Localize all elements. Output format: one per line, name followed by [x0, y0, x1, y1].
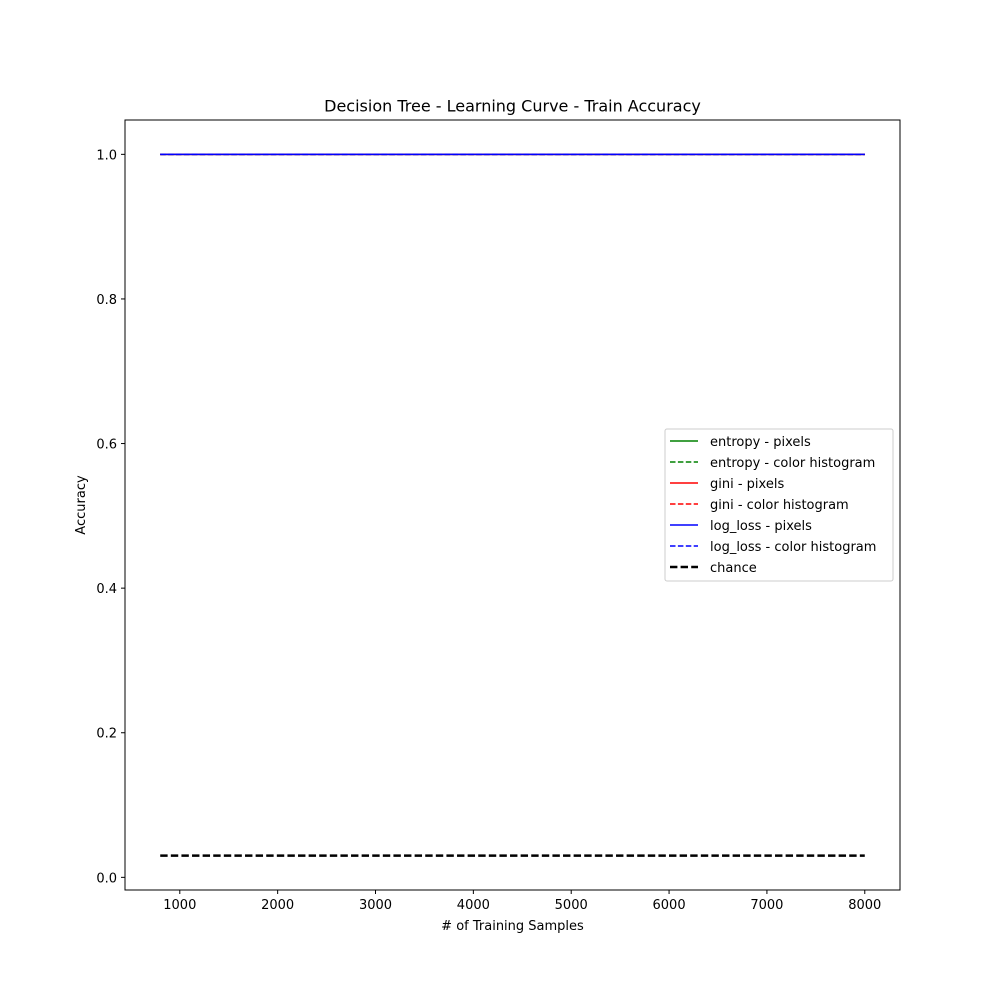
x-axis-label: # of Training Samples [441, 919, 584, 934]
x-tick-label: 7000 [750, 898, 783, 913]
x-tick-label: 5000 [555, 898, 588, 913]
legend-box [664, 428, 894, 582]
x-tick-label: 2000 [261, 898, 294, 913]
legend-label: log_loss - pixels [710, 519, 812, 534]
x-tick-label: 3000 [359, 898, 392, 913]
legend-label: entropy - color histogram [710, 456, 875, 471]
y-tick-label: 0.6 [96, 438, 117, 453]
x-tick-label: 6000 [653, 898, 686, 913]
y-tick-label: 1.0 [96, 148, 117, 163]
x-axis-ticks: 1000 2000 3000 4000 5000 6000 7000 8000 [163, 890, 881, 913]
legend-items: entropy - pixels entropy - color histogra… [670, 435, 876, 576]
y-axis-ticks: 0.0 0.2 0.4 0.6 0.8 1.0 [96, 148, 125, 886]
series-layer [160, 153, 865, 857]
x-tick-label: 1000 [163, 898, 196, 913]
legend: entropy - pixels entropy - color histogra… [664, 428, 894, 582]
x-tick-label: 8000 [848, 898, 881, 913]
plot-frame [124, 119, 901, 891]
y-tick-label: 0.4 [96, 582, 117, 597]
legend-label: gini - pixels [710, 477, 784, 492]
legend-label: chance [710, 561, 757, 576]
y-tick-label: 0.2 [96, 727, 117, 742]
legend-label: entropy - pixels [710, 435, 811, 450]
legend-label: gini - color histogram [710, 498, 849, 513]
y-tick-label: 0.8 [96, 293, 117, 308]
chart-title: Decision Tree - Learning Curve - Train A… [324, 97, 701, 116]
x-tick-label: 4000 [457, 898, 490, 913]
y-axis-label: Accuracy [74, 475, 89, 535]
legend-label: log_loss - color histogram [710, 540, 876, 555]
y-tick-label: 0.0 [96, 871, 117, 886]
